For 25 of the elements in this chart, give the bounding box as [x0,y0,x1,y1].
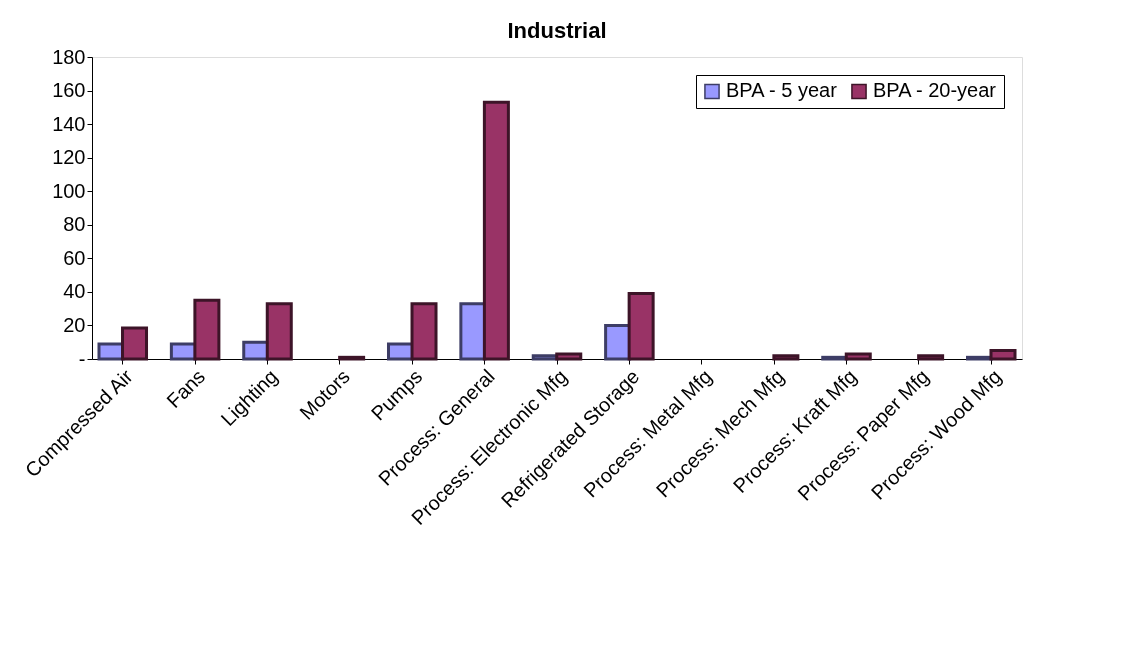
y-tick-label: 100 [52,179,86,202]
bar [844,352,872,361]
y-tick-label: 140 [52,112,86,135]
bar [555,352,583,361]
y-tick-label: 120 [52,146,86,169]
bar [627,292,655,361]
y-tick-label: 60 [63,246,86,269]
bar [482,100,510,361]
y-tick-label: 40 [63,280,86,303]
bar [121,326,149,361]
bar [410,302,438,361]
y-tick-label: - [78,347,86,370]
y-tick-label: 80 [63,213,86,236]
legend-label: BPA - 20-year [873,79,997,102]
bar [193,298,221,361]
bar [989,349,1017,361]
y-tick-label: 160 [52,79,86,102]
bar [917,354,945,361]
chart-title: Industrial [507,18,607,43]
bar [265,302,293,361]
legend-label: BPA - 5 year [726,79,838,102]
bar [772,354,800,361]
y-tick-label: 180 [52,45,86,68]
y-tick-label: 20 [63,313,86,336]
bar [386,342,414,361]
